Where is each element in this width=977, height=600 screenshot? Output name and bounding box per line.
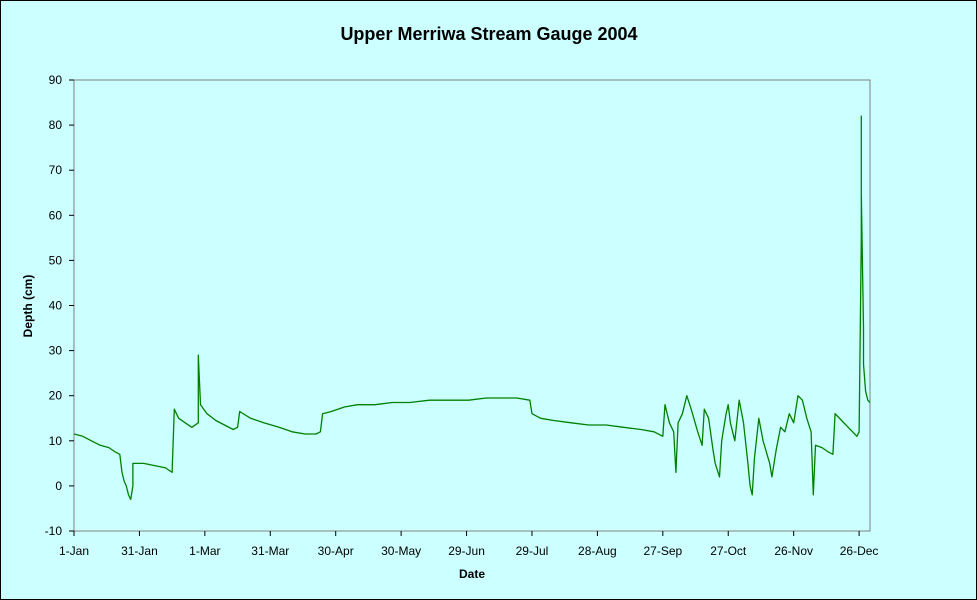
x-tick-label: 27-Sep (643, 544, 682, 558)
x-tick-label: 28-Aug (578, 544, 617, 558)
y-tick-label: 50 (49, 253, 63, 267)
y-tick-label: 10 (49, 434, 63, 448)
x-tick-label: 31-Mar (251, 544, 289, 558)
y-tick-label: 90 (49, 73, 63, 87)
x-tick-label: 26-Nov (774, 544, 813, 558)
y-axis: -10 0 10 20 30 40 50 60 70 80 90 (45, 73, 74, 538)
x-axis-title: Date (459, 567, 485, 581)
y-axis-title: Depth (cm) (21, 275, 35, 338)
x-axis: 1-Jan 31-Jan 1-Mar 31-Mar 30-Apr 30-May 29-Jun… (59, 531, 878, 558)
x-tick-label: 29-Jun (448, 544, 485, 558)
y-tick-label: 70 (49, 163, 63, 177)
x-tick-label: 26-Dec (840, 544, 879, 558)
series-group (73, 115, 871, 501)
x-tick-label: 29-Jul (516, 544, 549, 558)
x-tick-label: 1-Jan (59, 544, 89, 558)
y-tick-label: 80 (49, 118, 63, 132)
x-tick-label: 30-Apr (318, 544, 354, 558)
x-tick-label: 1-Mar (189, 544, 220, 558)
y-tick-label: 30 (49, 344, 63, 358)
x-tick-label: 31-Jan (121, 544, 158, 558)
depth-series-line (73, 115, 871, 501)
x-tick-label: 27-Oct (710, 544, 747, 558)
y-tick-label: -10 (45, 524, 63, 538)
plot-area (73, 79, 871, 532)
y-tick-label: 40 (49, 299, 63, 313)
y-tick-label: 20 (49, 389, 63, 403)
y-tick-label: 0 (55, 479, 62, 493)
chart-title: Upper Merriwa Stream Gauge 2004 (340, 24, 637, 44)
y-tick-label: 60 (49, 208, 63, 222)
x-tick-label: 30-May (381, 544, 421, 558)
